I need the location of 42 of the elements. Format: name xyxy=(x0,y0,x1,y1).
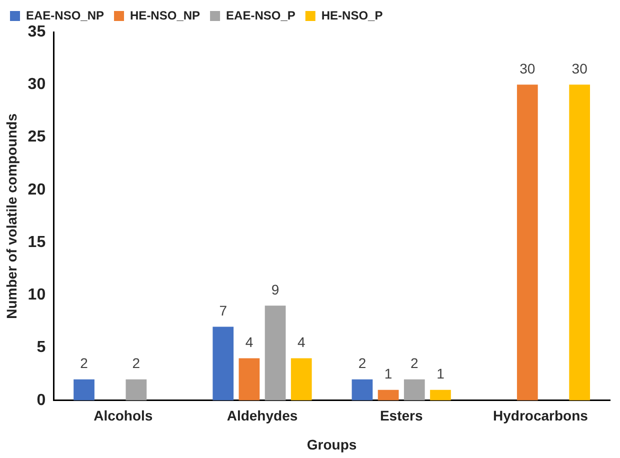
legend-label: HE-NSO_NP xyxy=(130,8,200,22)
data-label: 1 xyxy=(436,366,445,382)
x-tick-label: Hydrocarbons xyxy=(492,408,588,424)
bar xyxy=(516,84,538,400)
y-tick-label: 0 xyxy=(36,392,46,409)
data-label: 2 xyxy=(132,355,140,372)
bar xyxy=(212,326,234,400)
data-label: 1 xyxy=(384,366,392,382)
legend-label: HE-NSO_P xyxy=(321,8,383,22)
data-label: 9 xyxy=(271,282,280,298)
y-tick-label: 30 xyxy=(28,76,46,94)
data-label: 2 xyxy=(410,355,418,372)
x-tick-label: Alcohols xyxy=(94,408,153,424)
y-tick-label: 25 xyxy=(28,128,46,146)
bar xyxy=(74,379,94,400)
y-tick-label: 5 xyxy=(36,339,46,356)
data-label: 2 xyxy=(358,355,366,372)
x-axis-title: Groups xyxy=(306,436,357,452)
bar xyxy=(404,379,425,400)
data-label: 30 xyxy=(572,60,588,76)
legend-label: EAE-NSO_P xyxy=(226,8,296,22)
y-axis-title: Number of volatile compounds xyxy=(3,113,20,319)
bar xyxy=(378,390,399,400)
bar xyxy=(126,379,147,400)
data-label: 30 xyxy=(520,60,536,76)
y-tick-label: 35 xyxy=(28,23,46,40)
legend-label: EAE-NSO_NP xyxy=(26,8,104,22)
bar xyxy=(430,390,451,400)
x-tick-label: Esters xyxy=(380,408,423,424)
y-tick-label: 20 xyxy=(28,181,46,198)
y-tick-label: 15 xyxy=(28,234,46,251)
data-label: 4 xyxy=(297,334,306,350)
bar xyxy=(264,306,286,400)
bar xyxy=(352,379,373,400)
bar xyxy=(290,358,312,400)
data-label: 7 xyxy=(219,302,228,319)
y-tick-label: 10 xyxy=(28,286,46,304)
data-label: 2 xyxy=(80,355,88,372)
x-tick-label: Aldehydes xyxy=(226,408,298,424)
data-label: 4 xyxy=(245,334,254,350)
bar xyxy=(569,84,590,400)
bar xyxy=(238,358,260,400)
